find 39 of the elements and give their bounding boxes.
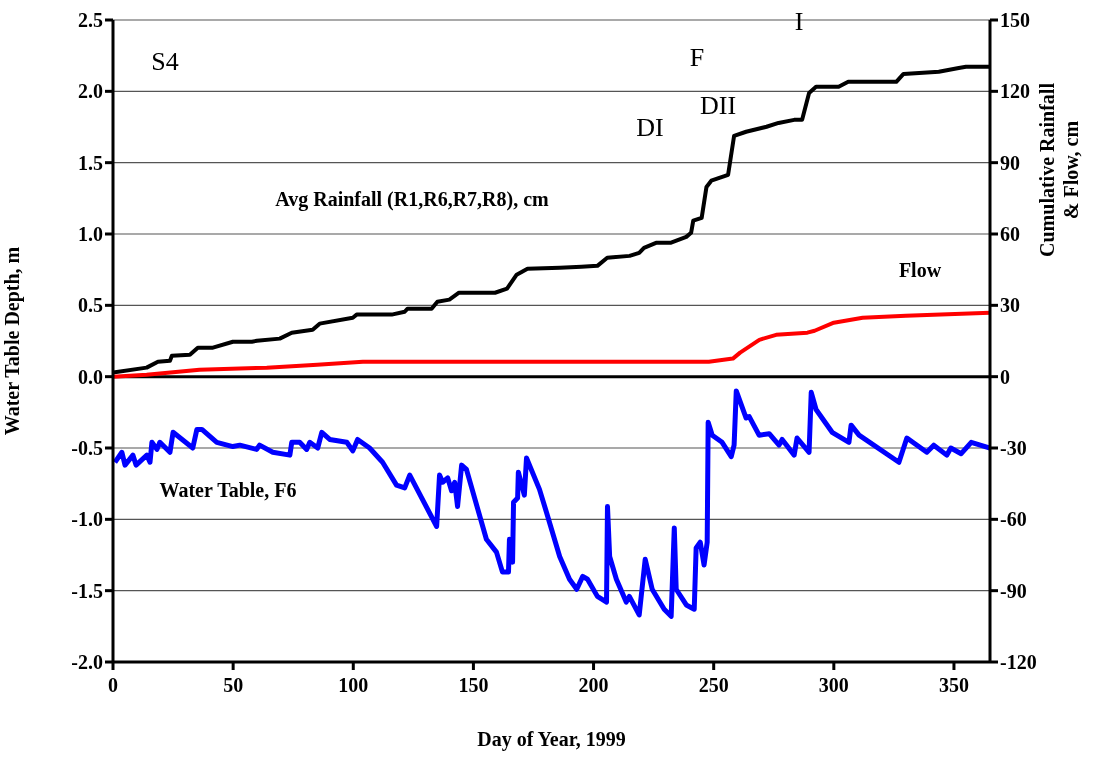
y-tick-label: 1.0 <box>78 223 103 246</box>
y2-tick-label: -60 <box>1000 508 1027 531</box>
y2-axis-title: Cumulative Rainfall & Flow, cm <box>1036 82 1082 257</box>
x-tick-label: 100 <box>338 674 369 697</box>
x-tick-label: 150 <box>458 674 489 697</box>
y-tick-label: 0.5 <box>78 294 103 317</box>
series-label: Water Table, F6 <box>159 478 297 502</box>
y2-tick-label: 30 <box>1000 294 1020 317</box>
x-tick-label: 300 <box>818 674 849 697</box>
y-axis-title: Water Table Depth, m <box>1 246 25 436</box>
annotation: F <box>689 43 705 73</box>
y-tick-label: 2.5 <box>78 9 103 32</box>
y-tick-label: -0.5 <box>71 437 103 460</box>
annotation: DII <box>699 91 737 121</box>
text: Avg Rainfall (R1,R6,R7,R8), cm <box>275 187 549 211</box>
y-tick-label: -1.5 <box>71 579 103 602</box>
x-tick-label: 50 <box>223 674 244 697</box>
y2-tick-label: 0 <box>1000 365 1010 388</box>
y-tick-label: -2.0 <box>71 651 103 674</box>
y-tick-label: 1.5 <box>78 151 103 174</box>
x-tick-label: 250 <box>698 674 729 697</box>
x-tick-label: 0 <box>108 674 118 697</box>
annotation: DI <box>636 113 664 143</box>
y2-tick-label: -30 <box>1000 437 1027 460</box>
x-tick-label: 350 <box>938 674 969 697</box>
series-label: Flow <box>898 258 942 282</box>
y2-tick-label: 90 <box>1000 151 1020 174</box>
annotation: I <box>794 7 804 37</box>
y2-tick-label: -90 <box>1000 579 1027 602</box>
y2-tick-label: 120 <box>1000 80 1030 103</box>
y2-tick-label: -120 <box>1000 651 1037 674</box>
y2-tick-label: 60 <box>1000 223 1020 246</box>
y-tick-label: 2.0 <box>78 80 103 103</box>
y-tick-label: -1.0 <box>71 508 103 531</box>
y2-tick-label: 150 <box>1000 9 1030 32</box>
x-tick-label: 200 <box>578 674 609 697</box>
x-axis-title: Day of Year, 1999 <box>477 728 626 751</box>
y-tick-label: 0.0 <box>78 365 103 388</box>
annotation: S4 <box>151 47 179 77</box>
